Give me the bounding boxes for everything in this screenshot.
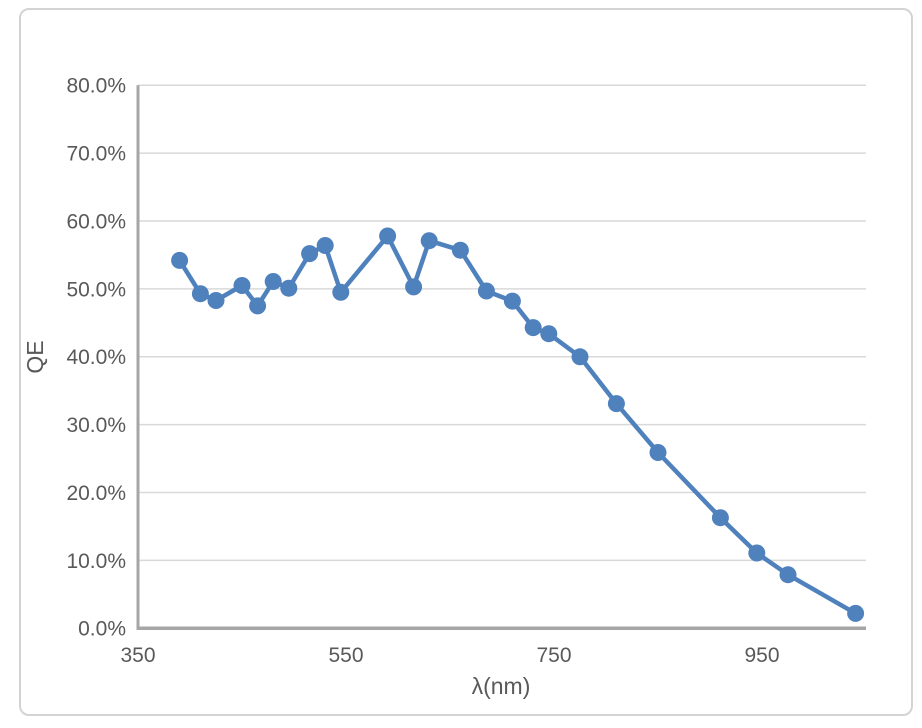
data-point-marker <box>264 273 282 290</box>
data-point-marker <box>249 297 267 315</box>
data-point-marker <box>191 285 209 303</box>
data-point-marker <box>748 544 766 562</box>
data-point-marker <box>405 278 423 296</box>
y-tick-label: 80.0% <box>66 75 126 98</box>
y-tick-label: 70.0% <box>66 143 126 166</box>
data-point-marker <box>280 279 298 297</box>
data-point-marker <box>779 566 797 584</box>
data-point-marker <box>316 237 334 254</box>
y-tick-label: 10.0% <box>66 550 126 573</box>
y-tick-label: 0.0% <box>78 618 126 641</box>
y-axis-title: QE <box>22 340 48 374</box>
y-tick-label: 60.0% <box>66 210 126 233</box>
y-tick-label: 20.0% <box>66 482 126 505</box>
y-tick-label: 50.0% <box>66 278 126 301</box>
gridlines-group <box>138 84 866 562</box>
x-tick-label: 750 <box>536 644 571 667</box>
data-point-marker <box>711 509 729 527</box>
data-point-marker <box>379 227 397 245</box>
x-tick-label: 550 <box>328 644 363 667</box>
tick-labels-group: 0.0% 10.0% 20.0% 30.0% 40.0% 50.0% 60.0% 70.0% 8… <box>66 75 779 667</box>
data-point-marker <box>171 251 189 269</box>
data-point-marker <box>332 283 350 301</box>
data-point-marker <box>847 604 865 622</box>
axes-group <box>136 85 866 631</box>
x-tick-label: 350 <box>120 644 155 667</box>
data-point-marker <box>207 292 225 309</box>
y-tick-label: 40.0% <box>66 346 126 369</box>
data-point-marker <box>649 444 667 461</box>
data-point-marker <box>477 282 495 300</box>
chart-frame-border <box>19 8 913 716</box>
data-point-marker <box>607 395 625 413</box>
data-point-marker <box>451 241 469 259</box>
data-point-marker <box>301 245 319 263</box>
x-tick-label: 950 <box>744 644 779 667</box>
data-point-marker <box>540 325 558 343</box>
y-tick-label: 30.0% <box>66 414 126 437</box>
data-point-marker <box>420 232 438 250</box>
x-axis-title: λ(nm) <box>471 673 531 699</box>
data-point-marker <box>571 348 589 366</box>
data-point-marker <box>233 277 251 294</box>
series-group <box>171 227 865 622</box>
data-point-marker <box>524 319 542 337</box>
data-point-marker <box>503 292 521 310</box>
